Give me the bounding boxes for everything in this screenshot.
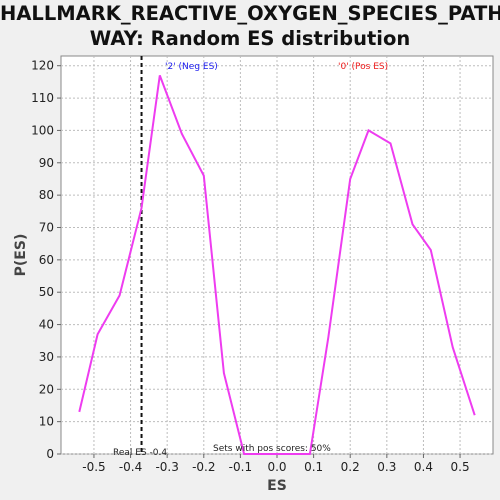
y-tick-label: 120 <box>31 59 54 73</box>
chart-title: HALLMARK_REACTIVE_OXYGEN_SPECIES_PATH WA… <box>0 1 500 51</box>
x-tick-label: 0.4 <box>414 460 433 474</box>
x-tick-label: 0.5 <box>451 460 470 474</box>
axes: 0 10 20 30 40 50 60 70 80 90 100 110 120 -0.5 -0.4 -0.3… <box>31 59 470 474</box>
neg-es-label: '2' (Neg ES) <box>165 62 218 72</box>
y-axis-label: P(ES) <box>13 234 29 277</box>
real-es-annotation: Real ES -0.4 <box>113 448 167 458</box>
x-tick-label: 0.0 <box>267 460 286 474</box>
x-tick-label: -0.3 <box>155 460 178 474</box>
grid-lines <box>61 56 493 455</box>
y-tick-label: 90 <box>39 156 54 170</box>
plot-area <box>60 55 494 455</box>
x-tick-label: 0.2 <box>341 460 360 474</box>
y-tick-label: 40 <box>39 318 54 332</box>
y-tick-label: 20 <box>39 382 54 396</box>
y-tick-label: 110 <box>31 91 54 105</box>
x-tick-label: 0.1 <box>304 460 323 474</box>
x-tick-label: -0.5 <box>82 460 105 474</box>
y-tick-label: 50 <box>39 285 54 299</box>
x-axis-label: ES <box>267 478 287 494</box>
y-tick-label: 100 <box>31 123 54 137</box>
x-tick-label: 0.3 <box>377 460 396 474</box>
y-tick-label: 10 <box>39 415 54 429</box>
y-tick-label: 0 <box>46 447 54 461</box>
y-tick-label: 30 <box>39 350 54 364</box>
chart-title-line-2: WAY: Random ES distribution <box>89 27 411 50</box>
pos-es-label: '0' (Pos ES) <box>338 62 388 72</box>
series-line <box>78 75 476 455</box>
x-tick-label: -0.2 <box>192 460 215 474</box>
x-tick-label: -0.4 <box>119 460 142 474</box>
y-tick-label: 60 <box>39 253 54 267</box>
sets-pos-scores-annotation: Sets with pos scores: 50% <box>213 444 331 454</box>
y-tick-label: 80 <box>39 188 54 202</box>
y-tick-label: 70 <box>39 220 54 234</box>
chart-title-line-1: HALLMARK_REACTIVE_OXYGEN_SPECIES_PATH <box>0 2 500 25</box>
x-tick-label: -0.1 <box>229 460 252 474</box>
